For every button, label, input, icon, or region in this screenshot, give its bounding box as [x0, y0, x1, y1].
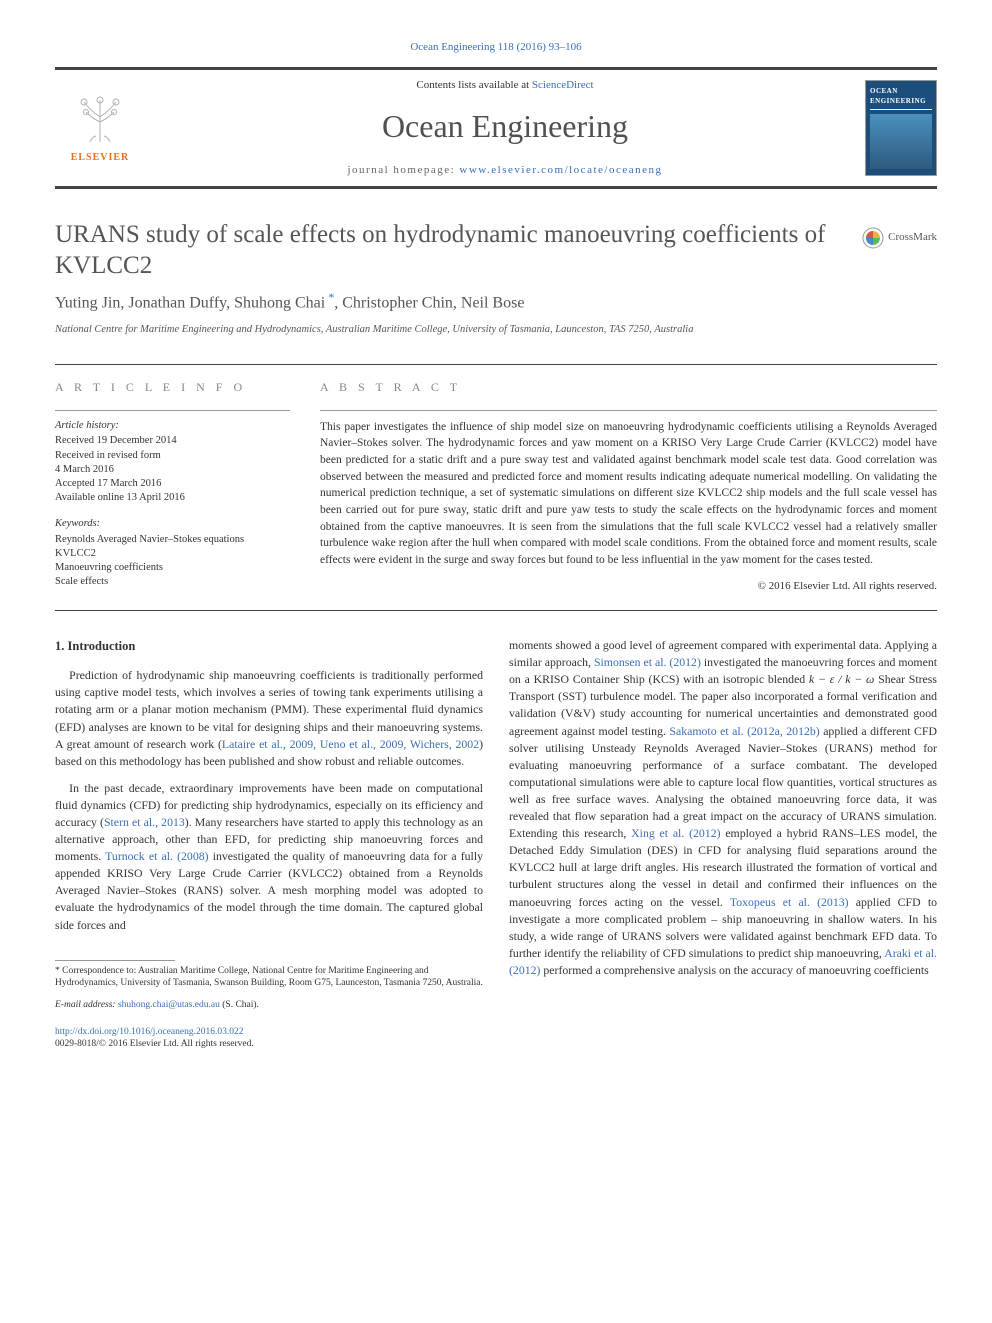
- article-info: A R T I C L E I N F O Article history: R…: [55, 379, 290, 594]
- abstract-copyright: © 2016 Elsevier Ltd. All rights reserved…: [320, 579, 937, 594]
- abstract-rule: [320, 410, 937, 411]
- doi-block: http://dx.doi.org/10.1016/j.oceaneng.201…: [55, 1026, 483, 1051]
- info-rule: [55, 410, 290, 411]
- history-line: Available online 13 April 2016: [55, 491, 290, 505]
- corresponding-footnote: * Correspondence to: Australian Maritime…: [55, 965, 483, 990]
- history-line: Received in revised form: [55, 449, 290, 463]
- body-paragraph: Prediction of hydrodynamic ship manoeuvr…: [55, 667, 483, 770]
- journal-header: ELSEVIER Contents lists available at Sci…: [55, 67, 937, 189]
- doi-link[interactable]: http://dx.doi.org/10.1016/j.oceaneng.201…: [55, 1027, 244, 1037]
- abstract-heading: A B S T R A C T: [320, 379, 937, 396]
- citation-link[interactable]: Stern et al., 2013: [104, 815, 185, 829]
- elsevier-label: ELSEVIER: [71, 151, 130, 165]
- citation-link[interactable]: Xing et al. (2012): [631, 826, 720, 840]
- keyword: Manoeuvring coefficients: [55, 561, 290, 575]
- contents-line: Contents lists available at ScienceDirec…: [145, 78, 865, 93]
- corresponding-marker: *: [325, 290, 334, 304]
- elsevier-logo: ELSEVIER: [55, 83, 145, 173]
- journal-cover-thumbnail: OCEAN ENGINEERING: [865, 80, 937, 176]
- cover-title: OCEAN ENGINEERING: [870, 87, 932, 110]
- article-info-heading: A R T I C L E I N F O: [55, 379, 290, 396]
- header-center: Contents lists available at ScienceDirec…: [145, 78, 865, 178]
- authors: Yuting Jin, Jonathan Duffy, Shuhong Chai…: [55, 289, 937, 315]
- history-line: 4 March 2016: [55, 463, 290, 477]
- journal-name: Ocean Engineering: [145, 104, 865, 149]
- body-columns: 1. Introduction Prediction of hydrodynam…: [55, 637, 937, 1050]
- cover-image: [870, 114, 932, 169]
- keyword: Reynolds Averaged Navier–Stokes equation…: [55, 533, 290, 547]
- title-row: URANS study of scale effects on hydrodyn…: [55, 219, 937, 282]
- journal-citation: Ocean Engineering 118 (2016) 93–106: [55, 40, 937, 55]
- email-link[interactable]: shuhong.chai@utas.edu.au: [118, 1000, 220, 1010]
- citation-link[interactable]: Turnock et al. (2008): [105, 849, 208, 863]
- history-line: Received 19 December 2014: [55, 434, 290, 448]
- keyword: Scale effects: [55, 575, 290, 589]
- keyword: KVLCC2: [55, 547, 290, 561]
- email-footnote: E-mail address: shuhong.chai@utas.edu.au…: [55, 999, 483, 1011]
- body-paragraph: moments showed a good level of agreement…: [509, 637, 937, 979]
- citation-link[interactable]: Toxopeus et al. (2013): [730, 895, 849, 909]
- column-right: moments showed a good level of agreement…: [509, 637, 937, 1050]
- column-left: 1. Introduction Prediction of hydrodynam…: [55, 637, 483, 1050]
- issn-line: 0029-8018/© 2016 Elsevier Ltd. All right…: [55, 1039, 254, 1049]
- history-line: Accepted 17 March 2016: [55, 477, 290, 491]
- info-abstract-row: A R T I C L E I N F O Article history: R…: [55, 379, 937, 594]
- sciencedirect-link[interactable]: ScienceDirect: [532, 79, 594, 91]
- crossmark-badge[interactable]: CrossMark: [862, 227, 937, 249]
- abstract-column: A B S T R A C T This paper investigates …: [320, 379, 937, 594]
- citation-link[interactable]: Ocean Engineering 118 (2016) 93–106: [410, 41, 581, 53]
- citation-link[interactable]: Lataire et al., 2009, Ueno et al., 2009,…: [222, 737, 479, 751]
- journal-homepage-link[interactable]: www.elsevier.com/locate/oceaneng: [459, 164, 662, 176]
- math-expression: k − ε / k − ω: [809, 672, 874, 686]
- footnote-rule: [55, 960, 175, 961]
- rule-after-abstract: [55, 610, 937, 611]
- abstract-text: This paper investigates the influence of…: [320, 419, 937, 569]
- crossmark-icon: [862, 227, 884, 249]
- citation-link[interactable]: Simonsen et al. (2012): [594, 655, 701, 669]
- citation-link[interactable]: Sakamoto et al. (2012a, 2012b): [669, 724, 819, 738]
- history-label: Article history:: [55, 419, 290, 434]
- keywords-label: Keywords:: [55, 517, 290, 532]
- crossmark-label: CrossMark: [888, 230, 937, 245]
- rule-before-abstract: [55, 364, 937, 365]
- body-paragraph: In the past decade, extraordinary improv…: [55, 780, 483, 934]
- homepage-line: journal homepage: www.elsevier.com/locat…: [145, 163, 865, 178]
- article-title: URANS study of scale effects on hydrodyn…: [55, 219, 850, 282]
- affiliation: National Centre for Maritime Engineering…: [55, 323, 937, 338]
- section-heading: 1. Introduction: [55, 637, 483, 655]
- elsevier-tree-icon: [70, 92, 130, 147]
